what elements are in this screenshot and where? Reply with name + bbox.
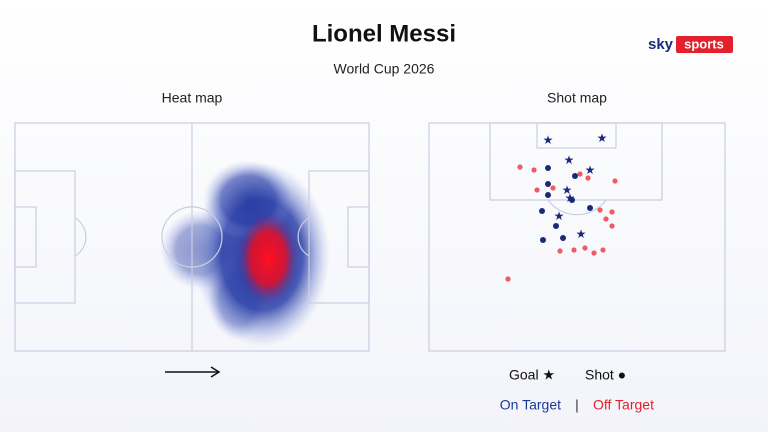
svg-text:★: ★ [597,131,608,145]
goals: ★ ★★ ★★★ ★★ [543,131,608,241]
legend-goal: Goal ★ [509,367,555,383]
shot-map: ★ ★★ ★★★ ★★ [428,122,726,352]
six-yard-box [347,206,370,268]
subtitle: World Cup 2026 [334,61,435,77]
off-target-shots [505,164,618,282]
svg-text:★: ★ [565,191,576,205]
penalty-arc [74,217,87,257]
svg-text:★: ★ [562,183,573,197]
svg-text:★: ★ [564,153,575,167]
legend-shot: Shot ● [585,367,626,383]
legend-off-target: Off Target [593,397,654,413]
svg-text:★: ★ [585,163,596,177]
shot-map-title: Shot map [547,90,607,106]
heat-core [236,210,300,306]
svg-text:★: ★ [543,133,554,147]
legend: Goal ★ Shot ● On Target | Off Target [500,367,654,413]
centre-circle [161,206,223,268]
penalty-arc [297,217,310,257]
on-target-shots [539,165,593,243]
six-yard-box [536,122,617,149]
logo-product: sports [684,36,724,51]
svg-text:★: ★ [576,227,587,241]
heat-map-title: Heat map [162,90,223,106]
penalty-box [489,122,663,201]
six-yard-box [14,206,37,268]
svg-text:★: ★ [554,209,565,223]
heat-map [14,122,370,352]
logo-box [676,36,733,53]
penalty-box [14,170,76,304]
legend-on-target: On Target [500,397,561,413]
legend-separator: | [575,397,579,413]
direction-arrow [165,366,221,378]
logo: sky sports [648,36,733,53]
title: Lionel Messi [312,20,456,47]
penalty-arc [547,199,607,216]
logo-brand: sky [648,36,674,53]
